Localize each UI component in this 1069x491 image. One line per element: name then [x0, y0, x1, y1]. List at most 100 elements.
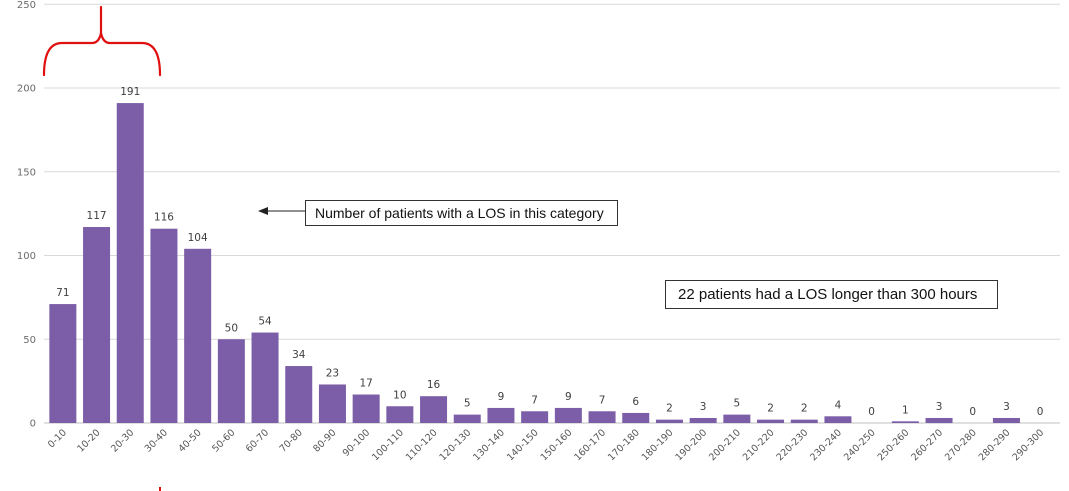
data-label: 116	[154, 212, 174, 224]
data-label: 50	[225, 322, 238, 334]
y-tick-label: 0	[30, 419, 36, 430]
x-tick-label: 210-220	[741, 427, 777, 463]
bar-130-140	[487, 407, 515, 423]
x-tick-label: 150-160	[539, 427, 575, 463]
data-label: 7	[531, 394, 538, 406]
x-axis-ticks: 0-10 10-20 20-30 30-40 40-50 50-60 60-70 70-80 8…	[46, 427, 1046, 463]
y-tick-label: 150	[17, 167, 36, 178]
bar-50-60	[217, 339, 245, 423]
x-tick-label: 130-140	[471, 427, 507, 463]
data-label: 2	[666, 403, 673, 415]
bar-100-110	[386, 406, 414, 423]
x-tick-label: 10-20	[75, 427, 102, 454]
annotation-over-300-hours: 22 patients had a LOS longer than 300 ho…	[665, 280, 998, 309]
data-label: 0	[969, 406, 976, 418]
data-label: 2	[767, 403, 774, 415]
data-label: 54	[258, 316, 272, 328]
x-tick-label: 50-60	[210, 427, 237, 454]
x-tick-label: 270-280	[943, 427, 979, 463]
data-label: 0	[1037, 406, 1044, 418]
bar-160-170	[588, 411, 616, 423]
bar-200-210	[723, 414, 751, 423]
x-tick-label: 290-300	[1010, 427, 1046, 463]
x-tick-label: 220-230	[775, 427, 811, 463]
x-tick-label: 260-270	[909, 427, 945, 463]
data-label: 104	[188, 232, 208, 244]
x-tick-label: 80-90	[311, 427, 338, 454]
x-tick-label: 0-10	[46, 427, 69, 450]
bar-170-180	[622, 412, 650, 423]
bar-80-90	[318, 384, 346, 423]
data-label: 0	[868, 406, 875, 418]
data-label: 6	[632, 396, 639, 408]
data-label: 9	[498, 391, 505, 403]
x-tick-label: 20-30	[109, 427, 136, 454]
bar-150-160	[554, 407, 582, 423]
x-tick-label: 90-100	[341, 427, 373, 459]
bar-40-50	[184, 248, 212, 423]
x-tick-label: 40-50	[176, 427, 203, 454]
y-tick-label: 200	[17, 84, 36, 95]
x-tick-label: 200-210	[707, 427, 743, 463]
x-tick-label: 250-260	[876, 427, 912, 463]
y-tick-label: 50	[23, 335, 36, 346]
arrow-head-icon	[258, 207, 268, 215]
bar-20-30	[116, 103, 144, 423]
data-label: 2	[801, 403, 808, 415]
x-tick-label: 180-190	[640, 427, 676, 463]
bar-120-130	[453, 414, 481, 423]
data-label: 1	[902, 404, 909, 416]
bar-10-20	[83, 227, 111, 423]
data-label: 5	[464, 398, 471, 410]
x-tick-label: 170-180	[606, 427, 642, 463]
data-label: 3	[936, 401, 943, 413]
y-tick-label: 250	[17, 0, 36, 11]
gridlines	[44, 3, 1060, 424]
data-label: 71	[56, 287, 69, 299]
data-label: 16	[427, 379, 441, 391]
x-tick-label: 190-200	[673, 427, 709, 463]
x-tick-label: 230-240	[808, 427, 844, 463]
annotation-los-category: Number of patients with a LOS in this ca…	[305, 200, 618, 226]
bar-90-100	[352, 394, 380, 423]
bar-180-190	[655, 419, 683, 423]
bar-220-230	[790, 419, 818, 423]
bars	[49, 103, 1020, 423]
data-label: 23	[326, 367, 339, 379]
bar-140-150	[521, 411, 549, 423]
data-label: 34	[292, 349, 306, 361]
bar-70-80	[285, 366, 313, 423]
x-tick-label: 70-80	[278, 427, 305, 454]
x-tick-label: 240-250	[842, 427, 878, 463]
data-label: 191	[120, 86, 140, 98]
data-label: 17	[359, 378, 372, 390]
bar-230-240	[824, 416, 852, 423]
bar-30-40	[150, 228, 178, 423]
data-label: 3	[700, 401, 707, 413]
y-tick-label: 100	[17, 251, 36, 262]
x-tick-label: 100-110	[370, 427, 406, 463]
bar-260-270	[925, 417, 953, 423]
x-tick-label: 280-290	[977, 427, 1013, 463]
x-tick-label: 30-40	[143, 427, 170, 454]
bar-250-260	[891, 421, 919, 423]
bar-0-10	[49, 304, 77, 423]
red-bracket-icon	[42, 5, 162, 77]
x-tick-label: 160-170	[572, 427, 608, 463]
data-label: 10	[393, 389, 406, 401]
x-tick-label: 140-150	[505, 427, 541, 463]
data-label: 3	[1003, 401, 1010, 413]
bar-280-290	[992, 417, 1020, 423]
x-tick-label: 60-70	[244, 427, 271, 454]
bar-210-220	[757, 419, 785, 423]
x-tick-label: 120-130	[438, 427, 474, 463]
data-label: 9	[565, 391, 572, 403]
data-label: 4	[835, 399, 842, 411]
data-label: 117	[87, 210, 107, 222]
bar-190-200	[689, 417, 717, 423]
data-label: 5	[734, 398, 741, 410]
bar-60-70	[251, 332, 279, 423]
bar-110-120	[420, 396, 448, 423]
